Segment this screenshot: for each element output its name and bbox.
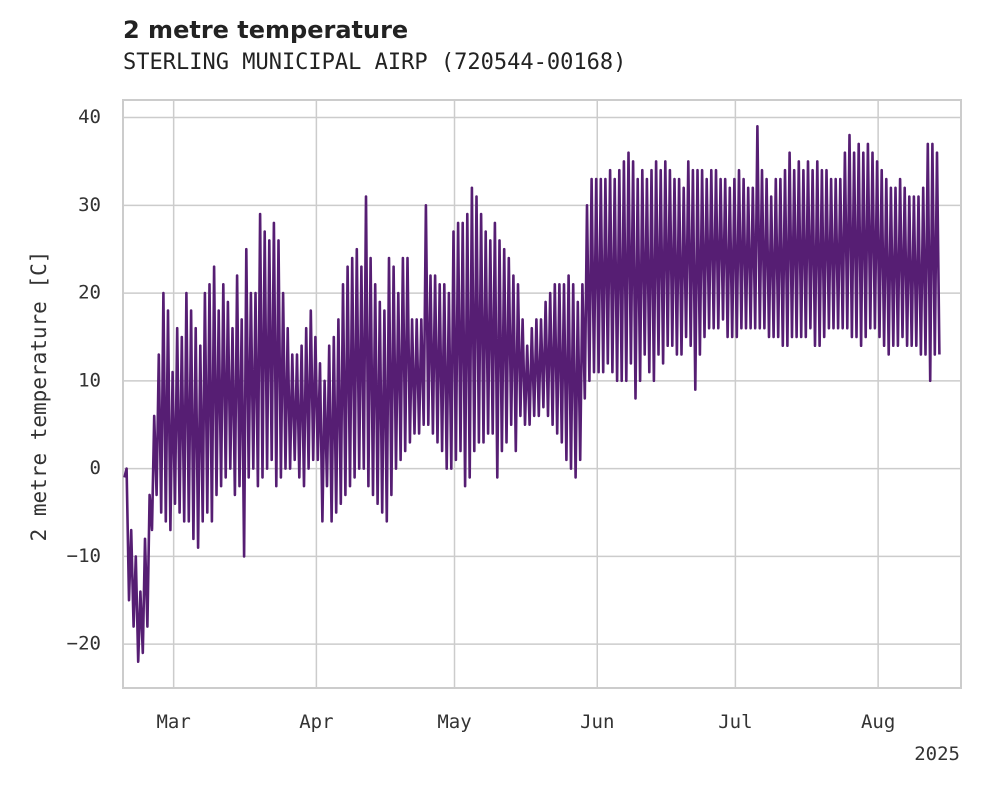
y-tick-label: 0 [90,457,101,479]
y-axis-label: 2 metre temperature [C] [27,251,51,542]
temperature-series-line [123,125,941,664]
x-tick-label: Apr [299,711,333,733]
y-tick-label: −10 [67,545,101,567]
x-axis-year-label: 2025 [914,743,960,765]
y-tick-label: 30 [78,194,101,216]
y-tick-labels: −20 −10 0 10 20 30 40 [67,106,101,655]
chart-title: 2 metre temperature [123,16,409,44]
y-tick-label: −20 [67,633,101,655]
x-tick-label: May [437,711,471,733]
series-layer [123,125,941,664]
x-tick-labels: Mar Apr May Jun Jul Aug [156,711,895,733]
x-tick-label: Jun [580,711,614,733]
x-tick-label: Mar [156,711,190,733]
chart-subtitle: STERLING MUNICIPAL AIRP (720544-00168) [123,50,627,75]
y-tick-label: 20 [78,282,101,304]
y-tick-label: 10 [78,369,101,391]
plot-frame [122,99,962,689]
y-tick-label: 40 [78,106,101,128]
x-tick-label: Jul [718,711,752,733]
x-tick-label: Aug [861,711,895,733]
